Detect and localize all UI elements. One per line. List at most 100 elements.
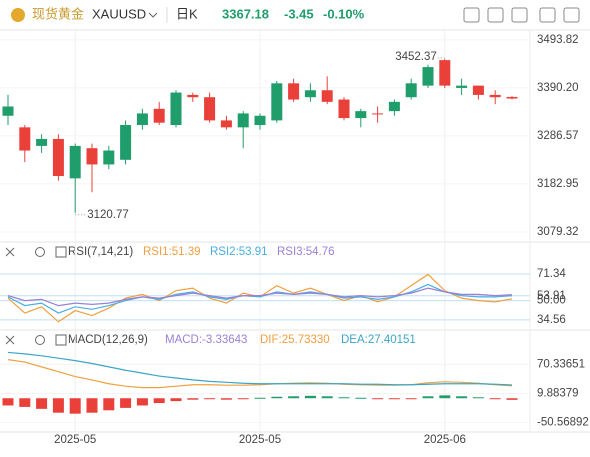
y-tick-label: -50.56892 <box>537 417 589 429</box>
macd-bar <box>36 398 48 409</box>
macd-bar <box>19 398 31 407</box>
candle-body <box>321 90 333 102</box>
macd-bar <box>120 398 132 408</box>
x-tick-label: 2025-06 <box>424 434 466 446</box>
candle-body <box>170 92 182 126</box>
x-tick-label: 2025-05 <box>54 434 96 446</box>
macd-bar <box>355 397 367 399</box>
macd-bar <box>304 395 316 399</box>
macd-bar <box>254 397 266 399</box>
x-tick-label: 2025-05 <box>239 434 281 446</box>
candle-body <box>36 138 48 146</box>
candle-body <box>472 85 484 95</box>
settings-icon[interactable] <box>35 335 45 345</box>
legend-entry: RSI1:51.39 <box>143 246 201 258</box>
price-change-pct: -0.10% <box>323 6 365 21</box>
period[interactable]: 日K <box>176 6 198 21</box>
macd-bar <box>237 398 249 400</box>
rsi-title: RSI(7,14,21) <box>68 246 133 258</box>
last-price: 3367.18 <box>222 6 269 21</box>
y-tick-label: 3493.82 <box>537 34 579 46</box>
price-change: -3.45 <box>284 6 314 21</box>
macd-bar <box>489 398 501 400</box>
candle-body <box>204 97 216 121</box>
macd-bar <box>372 398 384 400</box>
candle-body <box>439 60 451 86</box>
instrument-name: 现货黄金 <box>32 6 84 21</box>
high-annotation: 3452.37 <box>395 51 437 63</box>
y-tick-label: 9.88379 <box>537 387 579 399</box>
dropdown-icon[interactable] <box>148 12 158 18</box>
legend-entry: RSI2:53.91 <box>210 246 268 258</box>
candle-body <box>456 85 468 88</box>
y-tick-label: 71.34 <box>537 268 566 280</box>
macd-bar <box>271 396 283 399</box>
switch-icon[interactable] <box>55 246 67 258</box>
macd-line <box>7 351 513 386</box>
macd-bar <box>388 398 400 400</box>
candle-body <box>19 127 31 151</box>
legend-entry: DIF:25.73330 <box>260 334 330 346</box>
macd-bar <box>170 398 182 402</box>
rsi-line <box>7 283 513 314</box>
candle-body <box>86 148 98 165</box>
y-tick-label: 50.00 <box>537 295 566 307</box>
macd-bar <box>69 398 81 414</box>
candle-body <box>304 90 316 98</box>
candle-body <box>422 67 434 86</box>
y-tick-label: 34.56 <box>537 314 566 326</box>
candle-body <box>52 138 64 177</box>
candle-body <box>355 111 367 119</box>
candle-body <box>2 106 14 116</box>
y-tick-label: 3390.20 <box>537 82 579 94</box>
candle-body <box>153 108 165 123</box>
candle-body <box>506 96 518 99</box>
macd-bar <box>456 396 468 399</box>
settings-icon[interactable] <box>35 247 45 257</box>
macd-title: MACD(12,26,9) <box>68 334 148 346</box>
macd-bar <box>136 398 148 406</box>
macd-bar <box>220 398 232 400</box>
low-annotation: 3120.77 <box>87 209 129 221</box>
candle-body <box>69 145 81 179</box>
macd-bar <box>288 396 300 399</box>
macd-bar <box>187 398 199 400</box>
macd-bar <box>422 396 434 399</box>
tool-button[interactable] <box>487 7 504 23</box>
candle-body <box>372 113 384 115</box>
tool-button[interactable] <box>511 7 528 23</box>
symbol[interactable]: XAUUSD <box>92 6 146 21</box>
candle-body <box>254 115 266 126</box>
tool-button[interactable] <box>563 7 580 23</box>
legend-entry: DEA:27.40151 <box>341 334 416 346</box>
macd-bar <box>153 398 165 404</box>
legend-entry: MACD:-3.33643 <box>165 334 247 346</box>
candle-body <box>120 125 132 160</box>
candle-body <box>405 83 417 98</box>
y-tick-label: 70.33651 <box>537 358 585 370</box>
tool-button[interactable] <box>463 7 480 23</box>
legend-entry: RSI3:54.76 <box>277 246 335 258</box>
close-icon[interactable] <box>5 335 15 345</box>
y-tick-label: 3286.57 <box>537 130 579 142</box>
macd-bar <box>52 398 64 413</box>
macd-bar <box>405 398 417 400</box>
close-icon[interactable] <box>5 247 15 257</box>
candle-body <box>338 99 350 119</box>
y-tick-label: 3079.32 <box>537 226 579 238</box>
candle-body <box>220 120 232 128</box>
macd-bar <box>86 398 98 413</box>
toolbar <box>463 7 580 23</box>
macd-bar <box>321 396 333 399</box>
macd-bar <box>472 397 484 399</box>
candle-body <box>136 113 148 126</box>
candle-body <box>288 83 300 100</box>
switch-icon[interactable] <box>55 334 67 346</box>
y-tick-label: 3182.95 <box>537 178 579 190</box>
macd-line <box>7 359 513 389</box>
macd-bar <box>204 398 216 400</box>
candle-body <box>237 113 249 128</box>
tool-button[interactable] <box>539 7 556 23</box>
